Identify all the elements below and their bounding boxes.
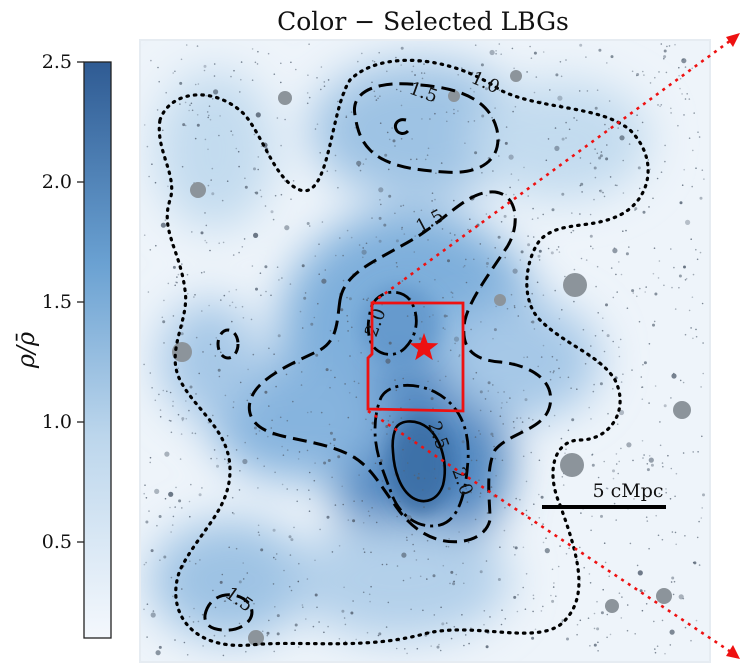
target-star — [409, 333, 439, 361]
bright-sources — [172, 70, 691, 646]
scale-bar: 5 cMpc — [542, 480, 666, 509]
colorbar-tick-label: 1.0 — [42, 411, 72, 433]
scale-bar-label: 5 cMpc — [592, 480, 663, 502]
colorbar-tick-label: 1.5 — [42, 291, 72, 313]
arrowhead-upper — [726, 33, 740, 47]
contour-2.0-lower — [373, 384, 470, 528]
colorbar-tick-label: 0.5 — [42, 531, 72, 553]
colorbar-tick-label: 2.5 — [42, 51, 72, 73]
chart-title: Color − Selected LBGs — [277, 7, 569, 36]
map-frame — [139, 39, 711, 663]
density-contours — [157, 58, 650, 647]
projection-lines — [367, 36, 735, 656]
contour-1.5 — [353, 82, 500, 174]
contour-2.5 — [391, 420, 447, 503]
projection-line-upper — [371, 36, 735, 305]
colorbar-label: ρ/ρ̄ — [12, 332, 40, 369]
contour-2.0 — [366, 290, 418, 356]
colorbar-gradient — [83, 61, 112, 639]
contour-1.5-center — [247, 190, 553, 544]
selected-region — [366, 301, 465, 413]
colorbar: 0.5 1.0 1.5 2.0 2.5 ρ/ρ̄ — [12, 51, 112, 639]
arrowheads — [726, 33, 740, 659]
contour-1.0 — [157, 58, 650, 647]
colorbar-ticks: 0.5 1.0 1.5 2.0 2.5 — [42, 51, 84, 553]
contour-small-c — [394, 118, 410, 135]
contour-small-left — [216, 328, 240, 360]
arrowhead-lower — [726, 645, 740, 659]
contour-1.5-bottom — [203, 593, 254, 632]
projection-line-lower — [367, 409, 735, 656]
colorbar-tick-label: 2.0 — [42, 171, 72, 193]
